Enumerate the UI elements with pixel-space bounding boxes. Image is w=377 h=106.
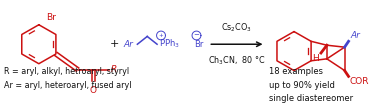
- Text: O: O: [90, 86, 97, 95]
- Text: single diastereomer: single diastereomer: [270, 94, 354, 103]
- Text: −: −: [193, 32, 199, 38]
- Text: Ar: Ar: [124, 40, 133, 49]
- Text: Ar = aryl, heteroaryl, fused aryl: Ar = aryl, heteroaryl, fused aryl: [5, 81, 132, 90]
- Text: +: +: [159, 33, 163, 38]
- Text: R = aryl, alkyl, hetroaryl, styryl: R = aryl, alkyl, hetroaryl, styryl: [5, 67, 129, 76]
- Text: COR: COR: [349, 77, 369, 86]
- Text: up to 90% yield: up to 90% yield: [270, 81, 335, 90]
- Text: Br: Br: [46, 13, 55, 22]
- Text: PPh$_3$: PPh$_3$: [159, 38, 180, 50]
- Text: Cs$_2$CO$_3$: Cs$_2$CO$_3$: [222, 21, 252, 33]
- Text: R: R: [111, 65, 117, 74]
- Text: Ar: Ar: [351, 31, 360, 40]
- Text: Br: Br: [195, 40, 204, 49]
- Text: H: H: [312, 54, 319, 63]
- Text: 18 examples: 18 examples: [270, 67, 323, 76]
- Text: +: +: [110, 39, 120, 49]
- Text: Ch$_3$CN,  80 °C: Ch$_3$CN, 80 °C: [208, 55, 266, 67]
